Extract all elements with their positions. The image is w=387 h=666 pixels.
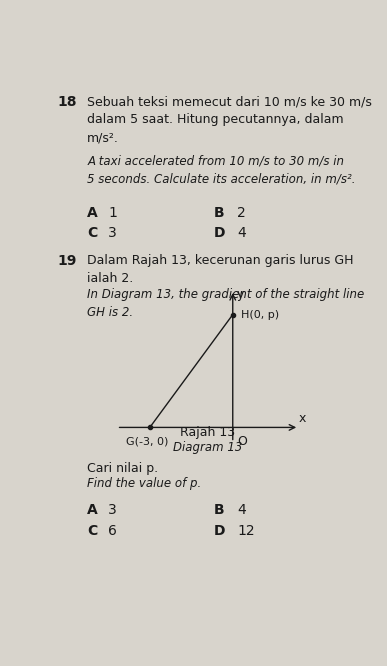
Text: C: C	[87, 226, 98, 240]
Text: D: D	[213, 523, 225, 537]
Text: 4: 4	[237, 503, 246, 517]
Text: Cari nilai p.: Cari nilai p.	[87, 462, 159, 475]
Text: D: D	[213, 226, 225, 240]
Text: O: O	[237, 435, 247, 448]
Text: y: y	[237, 288, 244, 301]
Text: A: A	[87, 206, 98, 220]
Text: G(-3, 0): G(-3, 0)	[126, 437, 168, 447]
Text: 12: 12	[237, 523, 255, 537]
Text: 6: 6	[108, 523, 117, 537]
Text: Find the value of p.: Find the value of p.	[87, 478, 202, 490]
Text: 19: 19	[57, 254, 77, 268]
Text: 3: 3	[108, 503, 117, 517]
Text: In Diagram 13, the gradient of the straight line
GH is 2.: In Diagram 13, the gradient of the strai…	[87, 288, 365, 318]
Text: B: B	[213, 206, 224, 220]
Text: Dalam Rajah 13, kecerunan garis lurus GH
ialah 2.: Dalam Rajah 13, kecerunan garis lurus GH…	[87, 254, 354, 285]
Text: Rajah 13: Rajah 13	[180, 426, 235, 439]
Text: 3: 3	[108, 226, 117, 240]
Text: Diagram 13: Diagram 13	[173, 442, 242, 454]
Text: 2: 2	[237, 206, 246, 220]
Text: A: A	[87, 503, 98, 517]
Text: x: x	[298, 412, 306, 425]
Text: B: B	[213, 503, 224, 517]
Text: 4: 4	[237, 226, 246, 240]
Text: 18: 18	[57, 95, 77, 109]
Text: Sebuah teksi memecut dari 10 m/s ke 30 m/s
dalam 5 saat. Hitung pecutannya, dala: Sebuah teksi memecut dari 10 m/s ke 30 m…	[87, 95, 372, 145]
Text: H(0, p): H(0, p)	[241, 310, 279, 320]
Text: C: C	[87, 523, 98, 537]
Text: A taxi accelerated from 10 m/s to 30 m/s in
5 seconds. Calculate its acceleratio: A taxi accelerated from 10 m/s to 30 m/s…	[87, 155, 356, 185]
Text: 1: 1	[108, 206, 117, 220]
